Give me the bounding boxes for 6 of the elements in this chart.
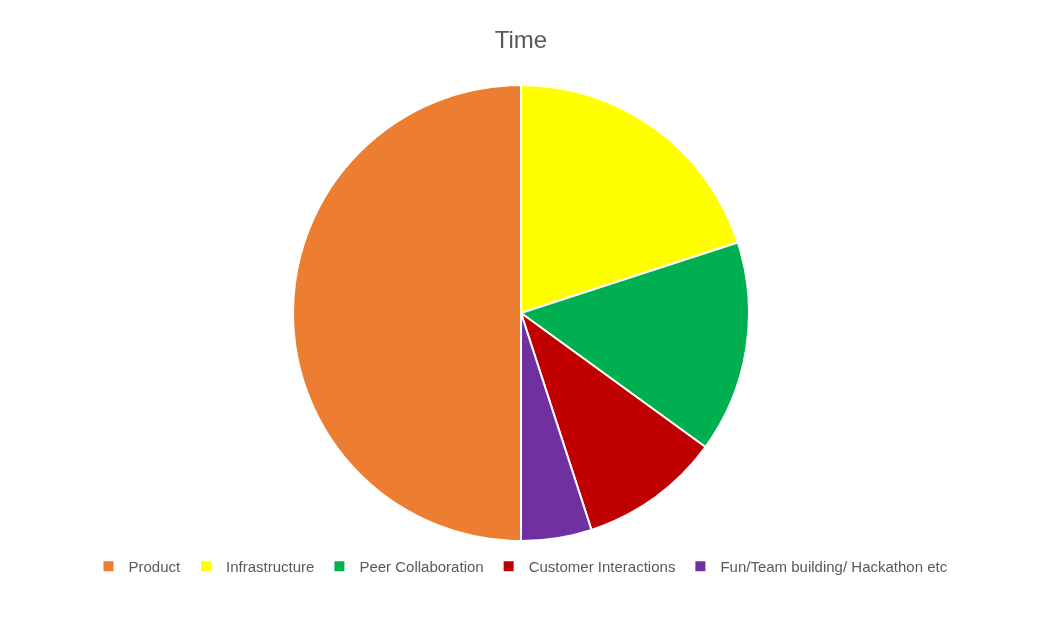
chart-title: Time — [494, 25, 548, 53]
legend-label: Product — [128, 558, 182, 576]
legend-label: Customer Interactions — [528, 558, 676, 576]
legend-label: Fun/Team building/ Hackathon etc — [720, 558, 948, 576]
legend-label: Infrastructure — [226, 558, 315, 576]
legend-label: Peer Collaboration — [359, 558, 484, 576]
